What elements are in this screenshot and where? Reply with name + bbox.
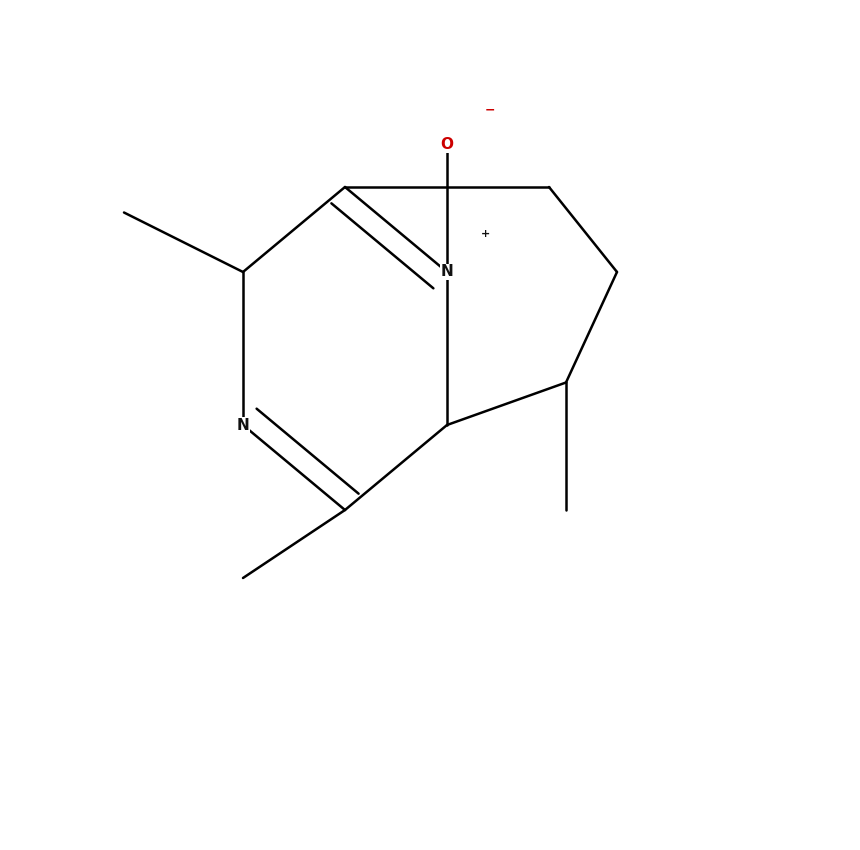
- Text: N: N: [237, 417, 249, 433]
- Text: +: +: [481, 229, 490, 239]
- Text: N: N: [440, 264, 453, 280]
- Text: O: O: [440, 137, 453, 152]
- Text: −: −: [484, 104, 494, 117]
